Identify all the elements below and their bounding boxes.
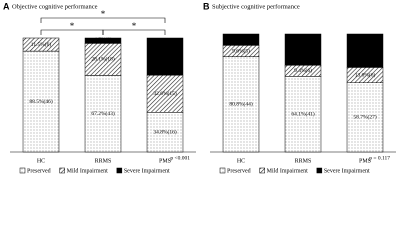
data-label: 34.8%(16) <box>153 128 177 135</box>
significance-bracket <box>102 29 166 35</box>
data-label: 80.8%(44) <box>229 101 253 108</box>
data-label: 11.5%(6) <box>31 41 52 48</box>
significance-bracket <box>40 17 166 23</box>
bar-segment <box>146 37 184 76</box>
data-label: 32.6%(15) <box>153 90 177 97</box>
legend-label: Severe Impairment <box>124 168 170 174</box>
panel-label: B <box>203 1 210 11</box>
bar-segment <box>222 33 260 46</box>
legend-label: Preserved <box>227 168 251 174</box>
legend-swatch <box>19 167 26 174</box>
x-tick-label: RRMS <box>95 158 112 164</box>
panel-label: A <box>3 1 10 11</box>
data-label: 28.3%(13) <box>353 47 377 54</box>
significance-mark: * <box>101 9 106 19</box>
legend-swatch <box>219 167 226 174</box>
data-label: 9.6%(5) <box>232 47 250 54</box>
legend-swatch <box>116 167 123 174</box>
bar-segment <box>84 37 122 44</box>
x-tick-label: HC <box>37 158 45 164</box>
data-label: 64.1%(41) <box>291 110 315 117</box>
bar-segment <box>84 75 122 153</box>
data-label: 9.6%(5) <box>232 36 250 43</box>
significance-mark: * <box>70 21 75 31</box>
bar-segment <box>146 74 184 113</box>
legend-label: Preserved <box>27 168 51 174</box>
legend-swatch <box>59 167 65 174</box>
legend-swatch <box>259 167 265 174</box>
p-value: p = 0.117 <box>369 155 390 161</box>
p-value: p <0.001 <box>170 155 190 161</box>
x-tick-label: PMS <box>359 158 371 164</box>
data-label: 13.0%(6) <box>355 71 376 78</box>
chart-title: Objective cognitive performance <box>12 3 98 10</box>
data-label: 4.7%(3) <box>94 36 112 43</box>
data-label: 32.6%(15) <box>153 53 177 60</box>
x-tick-label: HC <box>237 158 245 164</box>
bar-segment <box>284 76 322 153</box>
data-label: 67.2%(43) <box>91 110 115 117</box>
data-label: 26.5%(17) <box>291 46 315 53</box>
legend-swatch <box>316 167 323 174</box>
bar-segment <box>22 50 60 153</box>
x-tick-label: RRMS <box>295 158 312 164</box>
legend-label: Severe Impairment <box>324 168 370 174</box>
bar-segment <box>84 43 122 76</box>
significance-mark: * <box>132 21 137 31</box>
bar-segment <box>22 37 60 52</box>
legend-label: Mild Impairment <box>267 168 308 174</box>
data-label: 9.4%(6) <box>294 67 312 74</box>
bar-segment <box>346 33 384 68</box>
data-label: 88.5%(46) <box>29 98 53 105</box>
bar-segment <box>222 56 260 153</box>
bar-segment <box>146 112 184 153</box>
bar-segment <box>346 82 384 153</box>
data-label: 58.7%(27) <box>353 114 377 121</box>
legend-label: Mild Impairment <box>67 168 108 174</box>
figure: A Objective cognitive performance HC 88.5%(… <box>3 1 396 174</box>
chart-title: Subjective cognitive performance <box>212 3 300 10</box>
x-tick-label: PMS <box>159 158 171 164</box>
data-label: 28.1%(18) <box>91 56 115 63</box>
bar-segment <box>284 33 322 66</box>
